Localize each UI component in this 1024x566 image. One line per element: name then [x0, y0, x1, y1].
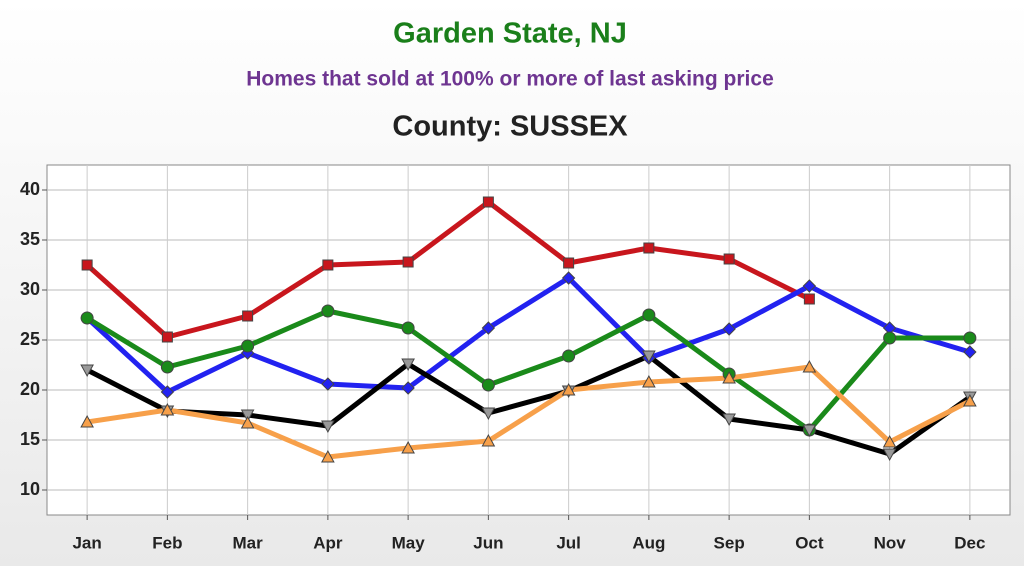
- marker: [81, 259, 93, 271]
- marker: [802, 424, 817, 438]
- x-tick-label: Mar: [233, 533, 264, 552]
- marker: [882, 448, 897, 462]
- chart-subtitle: Homes that sold at 100% or more of last …: [246, 68, 774, 91]
- marker: [321, 377, 335, 391]
- marker: [642, 374, 656, 388]
- marker: [963, 331, 977, 345]
- marker: [322, 259, 334, 271]
- marker: [240, 415, 255, 429]
- marker: [401, 381, 415, 395]
- x-tick-label: May: [392, 533, 426, 552]
- marker: [80, 414, 94, 428]
- marker: [160, 360, 174, 374]
- marker: [481, 433, 496, 447]
- marker: [80, 364, 94, 378]
- marker: [643, 242, 655, 254]
- x-tick-label: Oct: [795, 533, 824, 552]
- marker: [562, 349, 576, 363]
- series-line: [85, 199, 811, 340]
- marker: [242, 310, 254, 322]
- x-tick-label: Jan: [72, 533, 101, 552]
- x-tick-label: Nov: [874, 533, 907, 552]
- marker: [80, 311, 94, 325]
- series-line: [85, 275, 971, 395]
- marker: [723, 253, 735, 265]
- marker: [561, 271, 576, 285]
- marker: [481, 321, 496, 335]
- chart-title: Garden State, NJ: [393, 18, 627, 50]
- marker: [642, 308, 656, 322]
- y-tick-label: 25: [20, 329, 40, 349]
- series-line: [86, 364, 972, 460]
- y-tick-label: 30: [20, 279, 40, 299]
- series-line: [85, 308, 970, 433]
- y-tick-label: 20: [20, 379, 40, 399]
- x-tick-label: Dec: [954, 533, 985, 552]
- marker: [160, 402, 175, 416]
- marker: [321, 304, 335, 318]
- marker: [481, 378, 495, 392]
- marker: [321, 449, 335, 463]
- y-tick-label: 10: [20, 479, 40, 499]
- x-tick-label: Feb: [152, 533, 182, 552]
- marker: [160, 385, 175, 399]
- marker: [802, 359, 817, 373]
- marker: [241, 339, 255, 353]
- marker: [642, 350, 656, 364]
- y-tick-label: 15: [20, 429, 40, 449]
- marker: [561, 382, 576, 396]
- marker: [481, 407, 496, 421]
- marker: [482, 196, 494, 208]
- marker: [161, 331, 173, 343]
- x-tick-label: Jul: [556, 533, 581, 552]
- marker: [563, 257, 575, 269]
- marker: [882, 434, 897, 448]
- marker: [722, 413, 736, 427]
- series-line: [85, 353, 972, 457]
- x-tick-label: Jun: [473, 533, 503, 552]
- marker: [722, 322, 736, 336]
- x-tick-label: Aug: [632, 533, 665, 552]
- x-tick-label: Apr: [313, 533, 343, 552]
- marker: [722, 370, 736, 384]
- marker: [963, 393, 977, 407]
- marker: [401, 358, 415, 372]
- x-tick-label: Sep: [714, 533, 745, 552]
- y-tick-label: 35: [20, 229, 40, 249]
- marker: [321, 420, 335, 434]
- marker: [963, 345, 977, 359]
- marker: [803, 293, 815, 305]
- marker: [402, 256, 414, 268]
- marker: [883, 331, 897, 345]
- marker: [401, 440, 415, 454]
- marker: [802, 279, 817, 293]
- marker: [401, 321, 415, 335]
- county-label: County: SUSSEX: [392, 111, 628, 143]
- marker: [240, 409, 255, 423]
- y-tick-label: 40: [20, 179, 40, 199]
